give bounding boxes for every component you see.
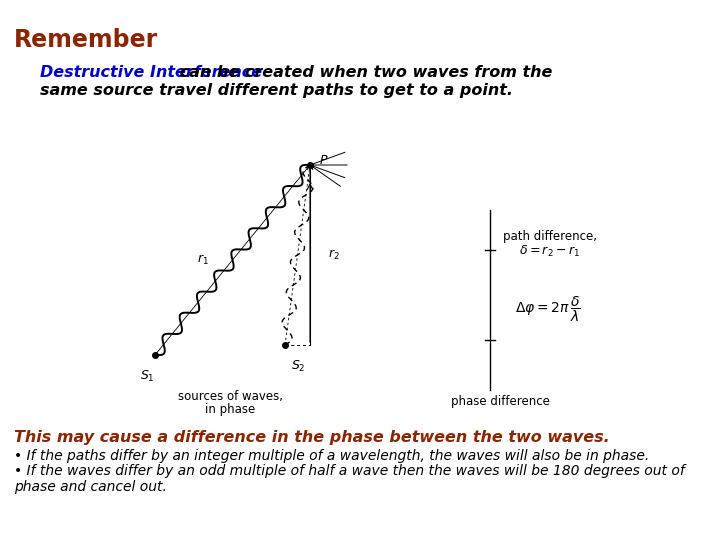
Text: Remember: Remember <box>14 28 158 52</box>
Text: This may cause a difference in the phase between the two waves.: This may cause a difference in the phase… <box>14 430 610 445</box>
Text: sources of waves,: sources of waves, <box>178 390 282 403</box>
Text: • If the paths differ by an integer multiple of a wavelength, the waves will als: • If the paths differ by an integer mult… <box>14 449 649 463</box>
Text: $r_1$: $r_1$ <box>197 253 208 267</box>
Text: Destructive Interference: Destructive Interference <box>40 65 262 80</box>
Text: $S_2$: $S_2$ <box>291 359 305 374</box>
Text: same source travel different paths to get to a point.: same source travel different paths to ge… <box>40 83 513 98</box>
Text: $r_2$: $r_2$ <box>328 248 340 262</box>
Text: • If the waves differ by an odd multiple of half a wave then the waves will be 1: • If the waves differ by an odd multiple… <box>14 464 685 494</box>
Text: in phase: in phase <box>205 403 255 416</box>
Text: $\delta = r_2 - r_1$: $\delta = r_2 - r_1$ <box>519 244 580 259</box>
Text: path difference,: path difference, <box>503 230 597 243</box>
Text: $S_1$: $S_1$ <box>140 369 154 384</box>
Text: can be created when two waves from the: can be created when two waves from the <box>174 65 552 80</box>
Text: $\Delta\varphi = 2\pi\,\dfrac{\delta}{\lambda}$: $\Delta\varphi = 2\pi\,\dfrac{\delta}{\l… <box>516 295 581 325</box>
Text: P: P <box>320 153 328 166</box>
Text: phase difference: phase difference <box>451 395 549 408</box>
